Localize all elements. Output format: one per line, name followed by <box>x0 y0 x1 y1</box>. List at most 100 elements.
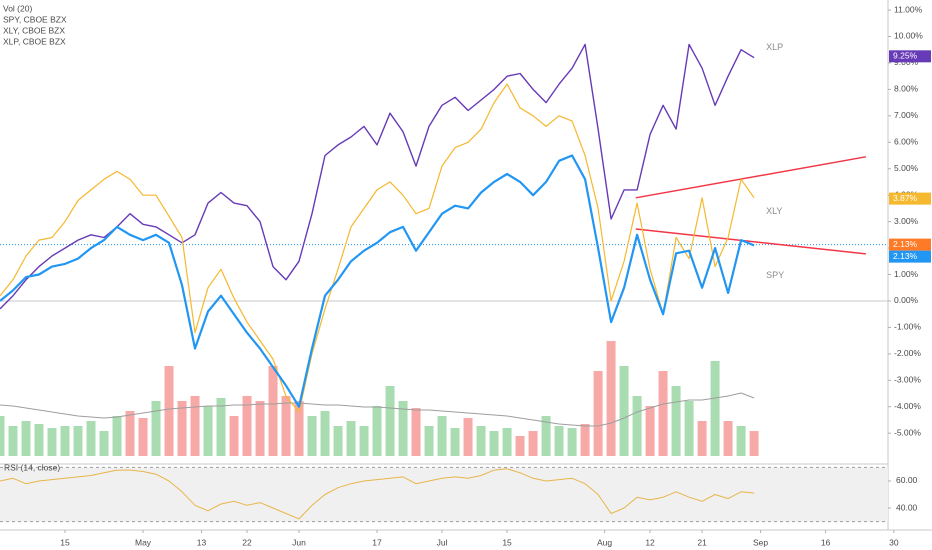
volume-bar <box>190 396 200 456</box>
price-badge-label: 2.13% <box>893 251 918 261</box>
x-tick-label: May <box>135 537 152 547</box>
y-tick-label: 1.00% <box>894 269 919 279</box>
volume-bar <box>528 431 538 456</box>
y-tick-label: 0.00% <box>894 295 919 305</box>
volume-bar <box>203 406 213 456</box>
volume-bar <box>645 406 655 456</box>
volume-bar <box>0 416 5 456</box>
y-tick-label: 8.00% <box>894 84 919 94</box>
rsi-title: RSI (14, close) <box>4 462 60 472</box>
volume-bar <box>125 411 135 456</box>
volume-bar <box>320 411 330 456</box>
volume-bar <box>346 421 356 456</box>
rsi-line <box>0 468 755 520</box>
x-tick-label: 15 <box>502 537 512 547</box>
series-line <box>0 43 755 310</box>
volume-bar <box>424 426 434 456</box>
x-tick-label: 12 <box>645 537 655 547</box>
trendline <box>635 156 867 199</box>
price-badge-label: 3.87% <box>893 193 918 203</box>
rsi-band <box>0 467 888 522</box>
volume-bar <box>567 428 577 456</box>
x-tick-label: Jul <box>437 537 448 547</box>
volume-bar <box>34 424 44 456</box>
volume-bar <box>138 418 148 456</box>
x-tick-label: 13 <box>197 537 207 547</box>
volume-bar <box>73 426 83 456</box>
volume-bar <box>593 371 603 456</box>
price-badge <box>889 50 931 63</box>
rsi-y-tick-label: 60.00 <box>896 475 918 485</box>
trendline <box>635 228 866 255</box>
y-tick-label: 6.00% <box>894 137 919 147</box>
y-tick-label: 7.00% <box>894 110 919 120</box>
series-line <box>0 83 755 413</box>
volume-bar <box>281 396 291 456</box>
volume-bar <box>164 366 174 456</box>
volume-bar <box>21 421 31 456</box>
volume-bar <box>476 426 486 456</box>
x-tick-label: 15 <box>60 537 70 547</box>
volume-bar <box>294 401 304 456</box>
volume-bar <box>177 401 187 456</box>
volume-bar <box>86 421 96 456</box>
volume-ma-line <box>0 392 755 427</box>
x-tick-label: 21 <box>697 537 707 547</box>
y-tick-label: -2.00% <box>894 348 921 358</box>
legend-entry: XLY, CBOE BZX <box>3 25 65 35</box>
y-tick-label: 5.00% <box>894 163 919 173</box>
volume-bar <box>385 386 395 456</box>
volume-bar <box>437 416 447 456</box>
y-tick-label: 10.00% <box>894 31 923 41</box>
volume-bar <box>541 416 551 456</box>
volume-bar <box>268 366 278 456</box>
volume-bar <box>632 396 642 456</box>
volume-bar <box>151 401 161 456</box>
series-label: SPY <box>766 270 784 280</box>
y-tick-label: 3.00% <box>894 216 919 226</box>
volume-bar <box>515 436 525 456</box>
volume-bar <box>710 361 720 456</box>
volume-bar <box>333 426 343 456</box>
volume-bar <box>372 406 382 456</box>
series-line <box>0 154 755 408</box>
volume-bar <box>47 428 57 456</box>
x-tick-label: 17 <box>372 537 382 547</box>
volume-bar <box>255 401 265 456</box>
volume-bar <box>736 426 746 456</box>
volume-bar <box>99 431 109 456</box>
volume-bar <box>489 431 499 456</box>
volume-bar <box>307 416 317 456</box>
volume-bar <box>502 428 512 456</box>
legend-entry: SPY, CBOE BZX <box>3 14 67 24</box>
volume-bar <box>606 341 616 456</box>
x-tick-label: 30 <box>889 537 899 547</box>
volume-bar <box>671 386 681 456</box>
volume-bar <box>554 426 564 456</box>
volume-bar <box>450 428 460 456</box>
series-label: XLY <box>766 206 782 216</box>
x-tick-label: 16 <box>821 537 831 547</box>
volume-bar <box>463 418 473 456</box>
volume-bar <box>684 401 694 456</box>
volume-bar <box>697 421 707 456</box>
volume-bar <box>216 398 226 456</box>
y-tick-label: -3.00% <box>894 375 921 385</box>
x-tick-label: Jun <box>292 537 306 547</box>
y-tick-label: -4.00% <box>894 401 921 411</box>
series-label: XLP <box>766 42 783 52</box>
price-badge <box>889 238 931 251</box>
volume-bar <box>580 424 590 456</box>
rsi-y-tick-label: 40.00 <box>896 502 918 512</box>
volume-bar <box>398 401 408 456</box>
volume-bar <box>229 416 239 456</box>
y-tick-label: 11.00% <box>894 4 923 14</box>
y-tick-label: -1.00% <box>894 322 921 332</box>
volume-bar <box>619 366 629 456</box>
y-tick-label: -5.00% <box>894 427 921 437</box>
price-badge-label: 2.13% <box>893 239 918 249</box>
volume-bar <box>359 426 369 456</box>
